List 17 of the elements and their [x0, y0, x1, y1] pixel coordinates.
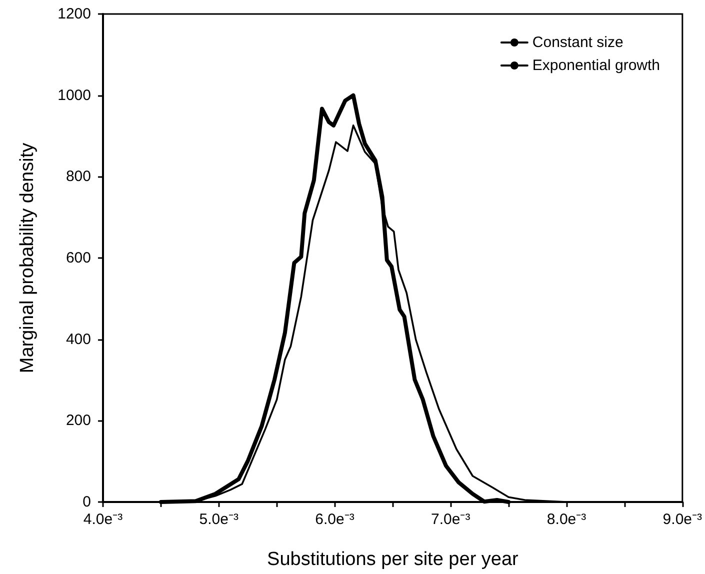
x-axis-title: Substitutions per site per year — [267, 549, 520, 570]
legend-label: Constant size — [532, 34, 624, 51]
x-tick-label: 7.0e⁻³ — [431, 511, 470, 528]
y-tick-label: 0 — [82, 494, 91, 510]
x-tick-label: 4.0e⁻³ — [83, 511, 123, 528]
x-tick-label: 5.0e⁻³ — [199, 511, 238, 528]
y-tick-label: 200 — [66, 412, 91, 430]
x-tick-label: 6.0e⁻³ — [315, 511, 354, 528]
y-tick-label: 600 — [66, 250, 91, 266]
y-tick-label: 800 — [66, 168, 91, 186]
y-tick-label: 400 — [66, 330, 91, 348]
y-tick-label: 1000 — [58, 86, 91, 104]
y-tick-label: 1200 — [58, 6, 91, 22]
y-axis-title: Marginal probability density — [17, 142, 38, 374]
x-tick-label: 9.0e⁻³ — [662, 511, 702, 528]
x-tick-label: 8.0e⁻³ — [546, 511, 586, 528]
legend-label: Exponential growth — [532, 57, 660, 74]
